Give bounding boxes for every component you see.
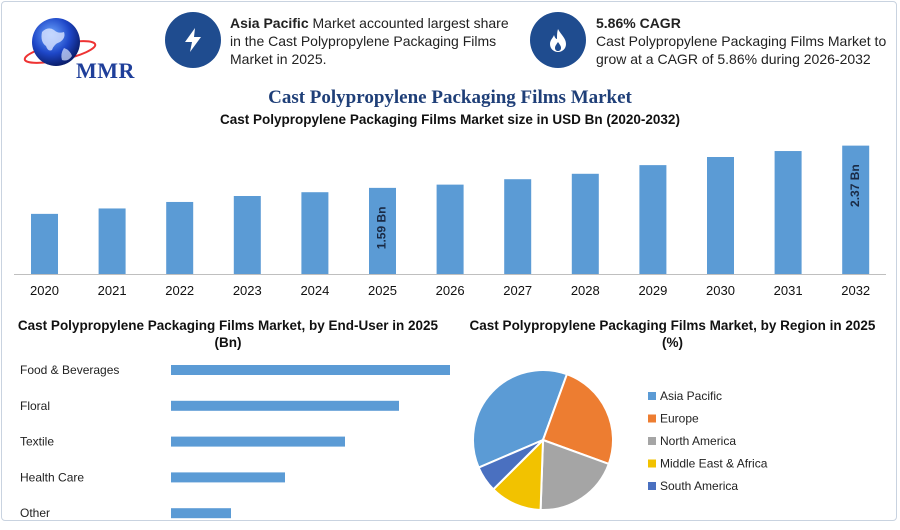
market-size-bar-chart: 2020 2021 2022 2023 2024 2025 1.59 Bn 2026 2027 2…: [14, 145, 886, 298]
end-user-chart-title: Cast Polypropylene Packaging Films Marke…: [17, 318, 439, 350]
data-label-2025: 1.59 Bn: [375, 207, 389, 250]
category-label: Floral: [20, 399, 50, 413]
legend-swatch: [648, 482, 656, 490]
legend-label: South America: [660, 479, 738, 493]
info-region-highlight: Asia Pacific: [230, 15, 309, 31]
category-label: Health Care: [20, 470, 84, 484]
infographic-frame: [1, 1, 897, 521]
category-label: Food & Beverages: [20, 363, 119, 377]
info-region: Asia Pacific Market accounted largest sh…: [230, 14, 520, 68]
legend-label: Middle East & Africa: [660, 457, 768, 471]
x-tick-label: 2031: [774, 283, 803, 298]
brand-name: MMR: [76, 58, 135, 83]
x-tick-label: 2026: [436, 283, 465, 298]
legend-swatch: [648, 392, 656, 400]
x-tick-label: 2032: [841, 283, 870, 298]
legend-swatch: [648, 459, 656, 468]
pie-slice-europe: [541, 372, 614, 466]
end-user-bar-chart: Food & Beverages Floral Textile Health Care…: [20, 363, 450, 520]
bar-2025: [369, 187, 396, 274]
legend-swatch: [648, 414, 656, 423]
info-cagr-highlight: 5.86% CAGR: [596, 15, 681, 31]
region-chart-title: Cast Polypropylene Packaging Films Marke…: [469, 318, 876, 350]
category-label: Textile: [20, 435, 54, 449]
bar-2027: [504, 179, 532, 274]
bar-2029: [639, 165, 667, 274]
x-tick-label: 2029: [638, 283, 667, 298]
pie-slice-south-america: [477, 439, 544, 491]
hbar-food-beverages: [171, 365, 450, 375]
legend-label: North America: [660, 434, 736, 448]
pie-slice-north-america: [539, 438, 611, 511]
bar-chart-title: Cast Polypropylene Packaging Films Marke…: [220, 112, 680, 127]
info-region-text: Market accounted largest share in the Ca…: [230, 15, 509, 67]
flame-icon: [530, 12, 586, 68]
info-cagr-text: Cast Polypropylene Packaging Films Marke…: [596, 33, 887, 67]
hbar-other: [171, 508, 231, 519]
hbar-health-care: [171, 472, 285, 483]
x-tick-label: 2027: [503, 283, 532, 298]
legend-swatch: [648, 437, 656, 445]
bar-2024: [301, 192, 329, 274]
x-tick-label: 2024: [300, 283, 329, 298]
hbar-floral: [171, 400, 399, 411]
bar-2023: [233, 196, 261, 274]
bar-2031: [774, 151, 802, 274]
category-label: Other: [20, 506, 50, 520]
bar-2021: [98, 208, 126, 274]
bar-2022: [166, 201, 194, 274]
x-tick-label: 2022: [165, 283, 194, 298]
hbar-textile: [171, 436, 345, 447]
page-title: Cast Polypropylene Packaging Films Marke…: [268, 87, 632, 108]
region-pie-chart: Asia Pacific Europe North America Middle Ea…: [472, 369, 768, 511]
data-label-2032: 2.37 Bn: [848, 164, 862, 207]
x-tick-label: 2025: [368, 283, 397, 298]
x-tick-label: 2021: [98, 283, 127, 298]
legend-label: Europe: [660, 412, 699, 426]
pie-slice-asia-pacific: [472, 369, 569, 469]
info-cagr: 5.86% CAGR Cast Polypropylene Packaging …: [596, 14, 891, 68]
x-tick-label: 2028: [571, 283, 600, 298]
globe-icon: [23, 18, 97, 66]
bar-2028: [571, 173, 599, 274]
x-tick-label: 2023: [233, 283, 262, 298]
brand-logo: MMR: [20, 8, 140, 83]
lightning-icon: [165, 12, 221, 68]
x-tick-label: 2030: [706, 283, 735, 298]
bar-2026: [436, 184, 464, 274]
bar-2030: [707, 157, 734, 274]
legend-label: Asia Pacific: [660, 389, 722, 403]
bar-2032: [842, 145, 870, 274]
bar-2020: [31, 213, 58, 274]
x-tick-label: 2020: [30, 283, 59, 298]
